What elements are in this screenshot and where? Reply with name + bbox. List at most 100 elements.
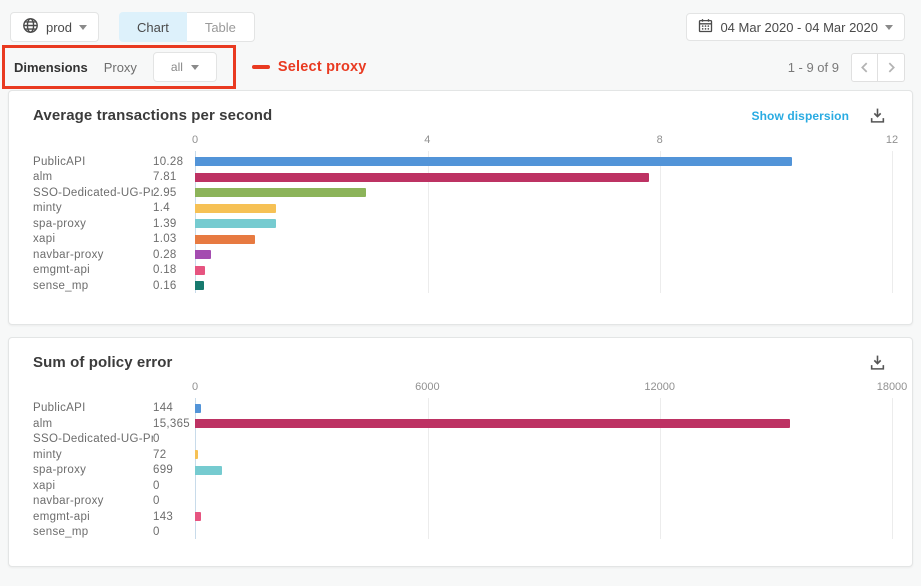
category-label: spa-proxy (33, 217, 87, 230)
card-header: Average transactions per second Show dis… (9, 91, 912, 124)
category-label: emgmt-api (33, 510, 91, 523)
dimensions-bar: Dimensions Proxy all Select proxy 1 - 9 … (0, 44, 921, 90)
bar (195, 281, 205, 291)
category-label: sense_mp (33, 526, 89, 539)
category-label: SSO-Dedicated-UG-Pr… (33, 433, 153, 446)
bar-track (195, 265, 892, 275)
bar (195, 172, 649, 182)
chart-row: PublicAPI 144 (33, 401, 892, 417)
previous-page-button[interactable] (851, 52, 878, 82)
chart-row: navbar-proxy 0 (33, 494, 892, 510)
bar-track (195, 250, 892, 260)
environment-dropdown[interactable]: prod (10, 12, 100, 42)
chart-row: minty 72 (33, 447, 892, 463)
value-label: 0.28 (153, 248, 177, 261)
environment-label: prod (46, 19, 73, 35)
bar (195, 419, 790, 429)
tab-chart[interactable]: Chart (119, 12, 187, 42)
category-label: minty (33, 448, 62, 461)
category-label: alm (33, 417, 53, 430)
bar (195, 265, 206, 275)
axis-tick-label: 0 (191, 134, 199, 146)
value-label: 0 (153, 526, 160, 539)
value-label: 1.39 (153, 217, 177, 230)
chevron-down-icon (79, 25, 88, 30)
category-label: alm (33, 171, 53, 184)
chevron-down-icon (885, 25, 893, 30)
bar-track (195, 465, 892, 475)
calendar-icon (698, 18, 713, 36)
download-icon[interactable] (869, 107, 886, 124)
value-label: 0 (153, 495, 160, 508)
bar-track (195, 157, 892, 167)
chart-row: sense_mp 0.16 (33, 278, 892, 294)
pagination: 1 - 9 of 9 (787, 52, 905, 82)
value-label: 7.81 (153, 171, 177, 184)
category-label: sense_mp (33, 279, 89, 292)
category-label: navbar-proxy (33, 248, 104, 261)
category-label: emgmt-api (33, 264, 91, 277)
category-label: PublicAPI (33, 155, 86, 168)
chart-row: SSO-Dedicated-UG-Pr…0 (33, 432, 892, 448)
bar (195, 465, 223, 475)
chart-rows: PublicAPI144alm15,365SSO-Dedicated-UG-Pr… (33, 397, 893, 541)
bar (195, 219, 276, 229)
bar-track (195, 512, 892, 522)
axis-tick-label: 6000 (415, 380, 440, 393)
dimensions-label: Dimensions (14, 59, 88, 75)
value-label: 1.4 (153, 202, 170, 215)
axis-tick-label: 18000 (876, 380, 908, 393)
value-label: 144 (153, 402, 174, 415)
value-label: 72 (153, 448, 167, 461)
chart-row: emgmt-api 143 (33, 509, 892, 525)
bar-track (195, 403, 892, 413)
date-range-picker[interactable]: 04 Mar 2020 - 04 Mar 2020 (686, 13, 905, 41)
chart-row: SSO-Dedicated-UG-Pr…2.95 (33, 185, 892, 201)
bar-track (195, 497, 892, 506)
tab-table[interactable]: Table (186, 12, 255, 42)
bar-track (195, 435, 892, 444)
show-dispersion-link[interactable]: Show dispersion (751, 108, 849, 123)
download-icon[interactable] (869, 354, 886, 371)
value-label: 2.95 (153, 186, 177, 199)
bar-track (195, 219, 892, 229)
bar (195, 203, 277, 213)
charts-container: Average transactions per second Show dis… (0, 90, 921, 567)
value-label: 699 (153, 464, 174, 477)
bar (195, 234, 255, 244)
bar-track (195, 172, 892, 182)
pagination-range-label: 1 - 9 of 9 (787, 59, 839, 75)
axis-tick-label: 4 (424, 134, 431, 146)
chevron-left-icon (861, 61, 868, 73)
bar-track (195, 419, 892, 429)
chart-row: sense_mp 0 (33, 525, 892, 541)
category-label: navbar-proxy (33, 495, 104, 508)
bar (195, 450, 198, 460)
axis-tick-label: 12 (885, 134, 899, 146)
date-range-label: 04 Mar 2020 - 04 Mar 2020 (720, 19, 878, 35)
category-label: xapi (33, 479, 56, 492)
chart-row: spa-proxy 1.39 (33, 216, 892, 232)
value-label: 0 (153, 433, 160, 446)
chart-title: Average transactions per second (33, 107, 273, 124)
chart-card-avg-tps: Average transactions per second Show dis… (8, 90, 913, 325)
proxy-dropdown[interactable]: all (152, 52, 217, 82)
category-label: minty (33, 202, 62, 215)
value-label: 10.28 (153, 155, 184, 168)
axis-tick-label: 12000 (644, 380, 675, 393)
bar-track (195, 528, 892, 537)
bar (195, 250, 212, 260)
bar (195, 188, 367, 198)
annotation-label: Select proxy (277, 59, 367, 75)
next-page-button[interactable] (878, 52, 905, 82)
bar-chart: 0 4 8 12 PublicAPI 10.28 alm 7.81 SSO-Dedicated… (33, 134, 898, 294)
bar-chart: 0 6000 12000 18000 PublicAPI 144 alm 15,365 SSO… (33, 380, 907, 541)
chart-row: spa-proxy 699 (33, 463, 892, 479)
bar (195, 157, 793, 167)
value-label: 1.03 (153, 233, 177, 246)
chevron-right-icon (888, 61, 895, 73)
chart-row: navbar-proxy 0.28 (33, 247, 892, 263)
chart-row: minty 1.4 (33, 201, 892, 217)
category-label: spa-proxy (33, 464, 87, 477)
proxy-label: Proxy (103, 59, 137, 75)
